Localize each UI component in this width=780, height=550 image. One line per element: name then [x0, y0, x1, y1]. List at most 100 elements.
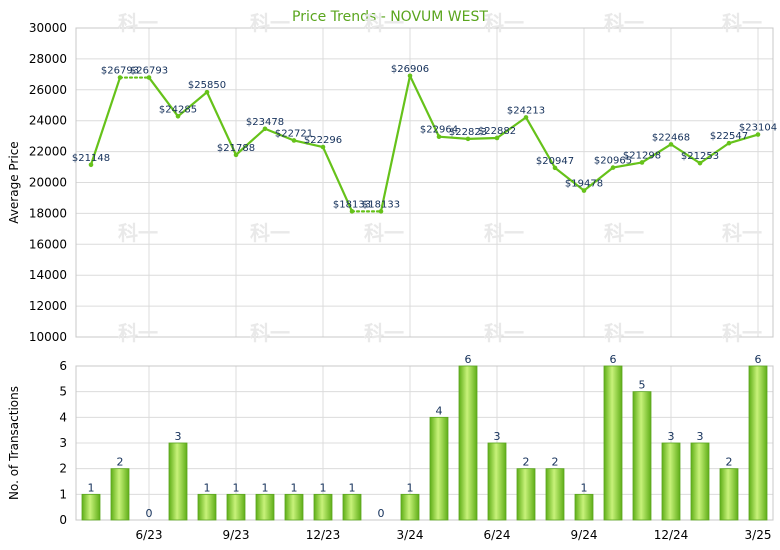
price-line-segment: [582, 166, 615, 192]
transactions-panel: 0 1 2 3 4 5 6 No. of Transactions 1 2 0 3 1 1 1 1 1 1 0 1 4 6…: [7, 353, 774, 542]
transaction-bar: [458, 365, 478, 521]
price-ytick-label: 16000: [29, 237, 67, 251]
transaction-bar: [197, 493, 217, 521]
price-line-segment: [698, 142, 731, 165]
price-data-label: $19478: [565, 179, 603, 190]
price-data-label: $21148: [72, 153, 110, 164]
xtick-label: 6/24: [484, 528, 511, 542]
price-data-label: $20947: [536, 156, 574, 167]
transaction-bar: [574, 493, 594, 521]
transaction-bar: [429, 416, 449, 521]
watermark-text: 科一: [364, 11, 404, 35]
price-point: [117, 75, 123, 80]
transaction-count-label: 2: [117, 456, 124, 469]
price-ytick-label: 30000: [29, 21, 67, 35]
price-point: [320, 144, 326, 150]
watermark-text: 科一: [484, 221, 524, 245]
price-ytick-label: 20000: [29, 176, 67, 190]
price-line-segment: [495, 116, 528, 140]
price-data-label: $22547: [710, 131, 748, 142]
bar-ytick-label: 4: [59, 410, 67, 424]
price-line-segment: [611, 161, 644, 169]
price-line-segment: [89, 76, 122, 166]
price-data-label: $26906: [391, 64, 429, 75]
watermark-text: 科一: [604, 221, 644, 245]
watermark-text: 科一: [604, 11, 644, 35]
price-panel: 10000 12000 14000 16000 18000 20000 22000 24000…: [7, 11, 777, 435]
bar-ytick-label: 1: [59, 487, 67, 501]
transaction-bar: [226, 493, 246, 521]
transaction-count-label: 2: [726, 456, 733, 469]
price-line-segment: [524, 116, 557, 169]
price-line-segment: [553, 166, 586, 192]
chart-title: Price Trends - NOVUM WEST: [292, 9, 488, 25]
price-line-segment: [263, 127, 296, 142]
price-point: [146, 75, 152, 80]
watermark-text: 科一: [364, 221, 404, 245]
price-line-segment: [640, 143, 673, 164]
watermark-text: 科一: [118, 321, 158, 345]
price-data-label: $23104: [739, 123, 777, 134]
transaction-count-label: 5: [639, 379, 646, 392]
xtick-label: 6/23: [136, 528, 163, 542]
bar-ytick-label: 5: [59, 385, 67, 399]
transaction-count-label: 1: [204, 481, 211, 494]
transaction-bar: [400, 493, 420, 521]
transaction-bar: [110, 468, 130, 521]
price-data-label: $22468: [652, 132, 690, 143]
watermark-text: 科一: [250, 321, 290, 345]
price-point: [233, 152, 239, 158]
price-line-segment: [176, 91, 209, 118]
price-point: [523, 115, 529, 120]
price-data-label: $21298: [623, 150, 661, 161]
price-ytick-label: 22000: [29, 145, 67, 159]
price-data-label: $18133: [362, 199, 400, 210]
price-point: [175, 113, 181, 119]
transaction-bar: [255, 493, 275, 521]
price-line-segment: [321, 145, 354, 213]
price-ytick-label: 10000: [29, 330, 67, 344]
transaction-count-label: 2: [552, 456, 559, 469]
price-point: [755, 132, 761, 137]
transaction-bar: [284, 493, 304, 521]
price-data-label: $21788: [217, 143, 255, 154]
price-point: [610, 165, 616, 170]
price-data-label: $22823: [449, 127, 487, 138]
price-point: [204, 89, 210, 95]
price-data-label: $25850: [188, 80, 226, 91]
transaction-bar: [313, 493, 333, 521]
price-point: [668, 142, 674, 147]
price-line-segment: [437, 135, 470, 140]
price-data-label: $24285: [159, 104, 197, 115]
transaction-count-label: 3: [668, 430, 675, 443]
price-ytick-label: 24000: [29, 114, 67, 128]
price-data-label: $26793: [130, 66, 168, 77]
transaction-bar: [342, 493, 362, 521]
price-ytick-label: 28000: [29, 52, 67, 66]
price-ytick-label: 26000: [29, 83, 67, 97]
transaction-bar: [748, 365, 768, 521]
price-point: [436, 134, 442, 140]
watermark-text: 科一: [250, 221, 290, 245]
price-ytick-label: 18000: [29, 206, 67, 220]
transaction-count-label: 1: [291, 481, 298, 494]
watermark-text: 科一: [250, 11, 290, 35]
transaction-count-label: 0: [146, 507, 153, 520]
price-point: [726, 140, 732, 146]
watermark-text: 科一: [364, 321, 404, 345]
price-data-label: $22721: [275, 128, 313, 139]
price-point: [291, 138, 297, 143]
watermark-text: 科一: [484, 321, 524, 345]
transaction-bar: [632, 391, 652, 521]
price-point: [581, 188, 587, 193]
transaction-bar: [690, 442, 710, 521]
price-point: [697, 160, 703, 166]
transaction-count-label: 6: [610, 353, 617, 366]
bar-ytick-label: 3: [59, 436, 67, 450]
transactions-axis-title: No. of Transactions: [7, 386, 21, 500]
watermark-text: 科一: [118, 221, 158, 245]
price-point: [262, 126, 268, 132]
price-data-label: $23478: [246, 117, 284, 128]
price-data-label: $21253: [681, 151, 719, 162]
